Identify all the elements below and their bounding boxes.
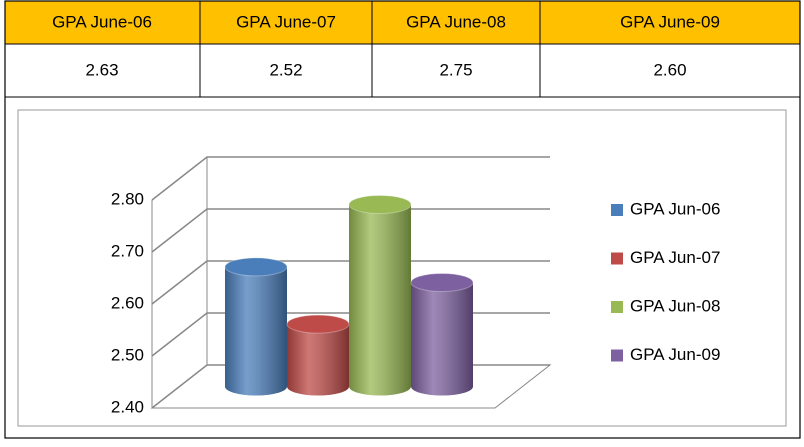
legend-label: GPA Jun-08	[630, 296, 720, 315]
header-cell: GPA June-06	[52, 12, 152, 31]
header-cell: GPA June-08	[406, 12, 506, 31]
table-border	[4, 0, 801, 439]
bar-shade	[287, 324, 349, 396]
header-cell: GPA June-09	[620, 12, 720, 31]
y-tick-label: 2.70	[111, 241, 144, 260]
cell: 2.75	[439, 60, 472, 79]
legend-label: GPA Jun-07	[630, 248, 720, 267]
y-tick-label: 2.50	[111, 345, 144, 364]
bar-top	[286, 314, 350, 334]
legend-swatch	[611, 349, 623, 362]
legend-label: GPA Jun-06	[630, 199, 720, 218]
grid-line	[151, 208, 550, 253]
legend-swatch	[611, 204, 623, 216]
y-tick-label: 2.80	[111, 189, 144, 208]
bar-shade	[411, 282, 473, 396]
cell: 2.63	[85, 60, 118, 79]
header-row	[5, 1, 800, 44]
cell: 2.52	[269, 60, 302, 79]
bar-top	[348, 195, 412, 214]
bar-shade	[349, 204, 411, 396]
legend-swatch	[611, 252, 623, 265]
y-tick-label: 2.60	[111, 293, 144, 312]
bar-top	[410, 273, 474, 292]
header-cell: GPA June-07	[236, 12, 336, 31]
legend-swatch	[611, 301, 623, 313]
legend-label: GPA Jun-09	[630, 345, 720, 364]
grid-line	[151, 260, 550, 305]
cell: 2.60	[653, 60, 686, 79]
grid-line	[151, 156, 550, 201]
y-tick-label: 2.40	[111, 397, 144, 416]
bar-shade	[225, 266, 287, 396]
bar-top	[224, 257, 288, 277]
